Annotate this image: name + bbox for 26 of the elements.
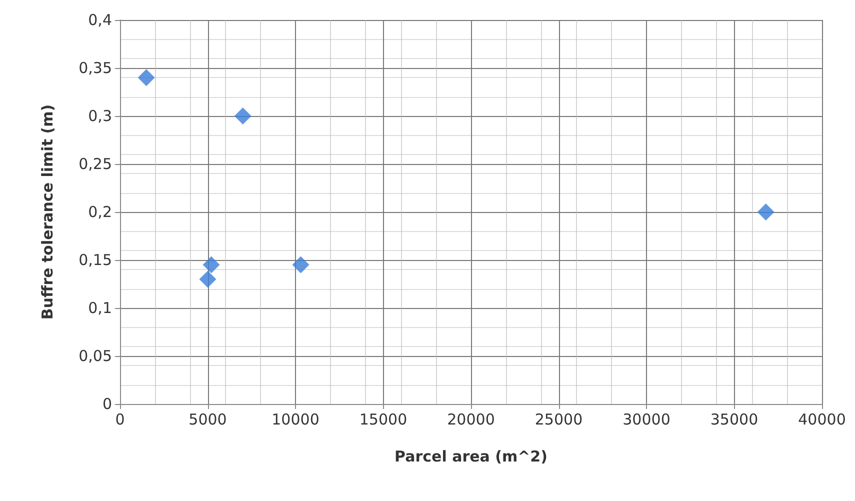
y-tick-label: 0,1 [88, 299, 112, 317]
x-tick-label: 25000 [534, 410, 583, 428]
point [292, 256, 310, 274]
point [199, 270, 216, 288]
x-tick-label: 0 [115, 410, 125, 428]
y-tick-label: 0,2 [88, 203, 112, 221]
y-tick-label: 0,05 [78, 347, 112, 365]
y-tick-label: 0,4 [88, 11, 112, 29]
x-tick-label: 40000 [798, 410, 846, 428]
point [138, 69, 155, 86]
y-tick-label: 0,25 [78, 155, 112, 173]
x-tick-label: 10000 [272, 410, 320, 428]
y-tick-label: 0,3 [88, 107, 112, 125]
x-tick-label: 30000 [622, 410, 670, 428]
y-tick-label: 0,35 [78, 59, 112, 77]
point [757, 204, 774, 220]
x-axis-title: Parcel area (m^2) [394, 448, 548, 466]
x-tick-label: 35000 [710, 410, 758, 428]
x-tick-label: 5000 [188, 410, 227, 428]
y-tick-label: 0 [102, 395, 112, 413]
x-tick-label: 20000 [447, 410, 495, 428]
point [234, 108, 252, 124]
y-axis-title: Buffre tolerance limit (m) [38, 104, 56, 320]
point [202, 256, 220, 274]
y-tick-label: 0,15 [78, 251, 112, 269]
x-tick-label: 15000 [359, 410, 408, 428]
